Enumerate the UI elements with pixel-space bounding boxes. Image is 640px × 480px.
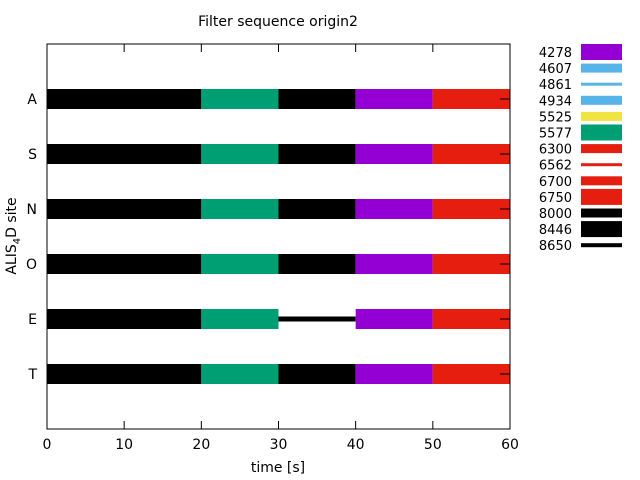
segment-T-3 (355, 364, 433, 384)
y-tick-label-A: A (27, 92, 37, 108)
y-tick-label-E: E (28, 312, 37, 328)
legend-swatch-4607 (581, 63, 622, 73)
y-tick-label-T: T (27, 367, 37, 383)
segment-E-4 (432, 309, 510, 329)
x-tick-label-20: 20 (192, 437, 210, 453)
segment-N-1 (201, 199, 279, 219)
x-axis-label: time [s] (251, 460, 305, 476)
y-tick-label-O: O (26, 257, 37, 273)
segment-O-3 (355, 254, 433, 274)
legend-swatch-6750 (581, 188, 622, 205)
legend-label-8000: 8000 (539, 207, 572, 222)
legend-label-5525: 5525 (539, 110, 572, 125)
legend-swatch-5525 (581, 111, 622, 121)
segment-S-0 (47, 144, 202, 164)
segment-O-2 (278, 254, 356, 274)
segment-N-0 (47, 199, 202, 219)
segment-N-3 (355, 199, 433, 219)
legend-swatch-6300 (581, 144, 622, 154)
legend-swatch-4278 (581, 44, 622, 60)
segment-E-0 (47, 309, 202, 329)
legend-label-6300: 6300 (539, 143, 572, 158)
legend-label-4278: 4278 (539, 46, 572, 61)
legend-swatch-4861 (581, 82, 622, 86)
legend-swatch-8650 (581, 243, 622, 248)
legend-label-6700: 6700 (539, 175, 572, 190)
legend-swatch-4934 (581, 95, 622, 105)
y-tick-label-N: N (27, 202, 37, 218)
segment-A-4 (432, 89, 510, 109)
x-tick-label-40: 40 (347, 437, 365, 453)
y-axis: A S N O E T (26, 92, 510, 383)
x-tick-label-0: 0 (43, 437, 52, 453)
segment-E-1 (201, 309, 279, 329)
segment-A-2 (278, 89, 356, 109)
segment-N-2 (278, 199, 356, 219)
x-axis: 0 10 20 30 40 50 60 (43, 44, 519, 453)
segment-S-3 (355, 144, 433, 164)
legend-swatch-6562 (581, 163, 622, 167)
legend-label-6750: 6750 (539, 191, 572, 206)
segment-O-0 (47, 254, 202, 274)
legend-label-6562: 6562 (539, 159, 572, 174)
y-axis-label-tail: D site (4, 197, 20, 238)
y-axis-label: ALIS4D site (4, 197, 23, 274)
legend-label-8446: 8446 (539, 223, 572, 238)
legend-label-4861: 4861 (539, 78, 572, 93)
x-tick-label-50: 50 (424, 437, 442, 453)
x-tick-label-60: 60 (501, 437, 519, 453)
segment-A-3 (355, 89, 433, 109)
segment-A-1 (201, 89, 279, 109)
legend-swatch-5577 (581, 124, 622, 141)
segment-S-4 (432, 144, 510, 164)
legend-swatch-6700 (581, 176, 622, 186)
segment-E-3 (355, 309, 433, 329)
x-tick-label-10: 10 (115, 437, 133, 453)
legend-label-4607: 4607 (539, 62, 572, 77)
x-tick-label-30: 30 (270, 437, 288, 453)
segment-T-2 (278, 364, 356, 384)
legend-swatch-8000 (581, 208, 622, 218)
legend-label-4934: 4934 (539, 94, 572, 109)
legend-label-8650: 8650 (539, 239, 572, 254)
segment-S-1 (201, 144, 279, 164)
segment-O-1 (201, 254, 279, 274)
segment-E-2 (278, 316, 356, 322)
y-tick-label-S: S (28, 147, 37, 163)
segment-N-4 (432, 199, 510, 219)
plot-area (47, 89, 510, 384)
y-axis-label-subscript: 4 (12, 238, 23, 244)
segment-T-0 (47, 364, 202, 384)
chart-title: Filter sequence origin2 (198, 14, 358, 30)
legend-label-5577: 5577 (539, 127, 572, 142)
segment-S-2 (278, 144, 356, 164)
legend-swatch-8446 (581, 221, 622, 238)
segment-A-0 (47, 89, 202, 109)
y-axis-label-main: ALIS (4, 244, 20, 275)
segment-T-1 (201, 364, 279, 384)
segment-T-4 (432, 364, 510, 384)
segment-O-4 (432, 254, 510, 274)
